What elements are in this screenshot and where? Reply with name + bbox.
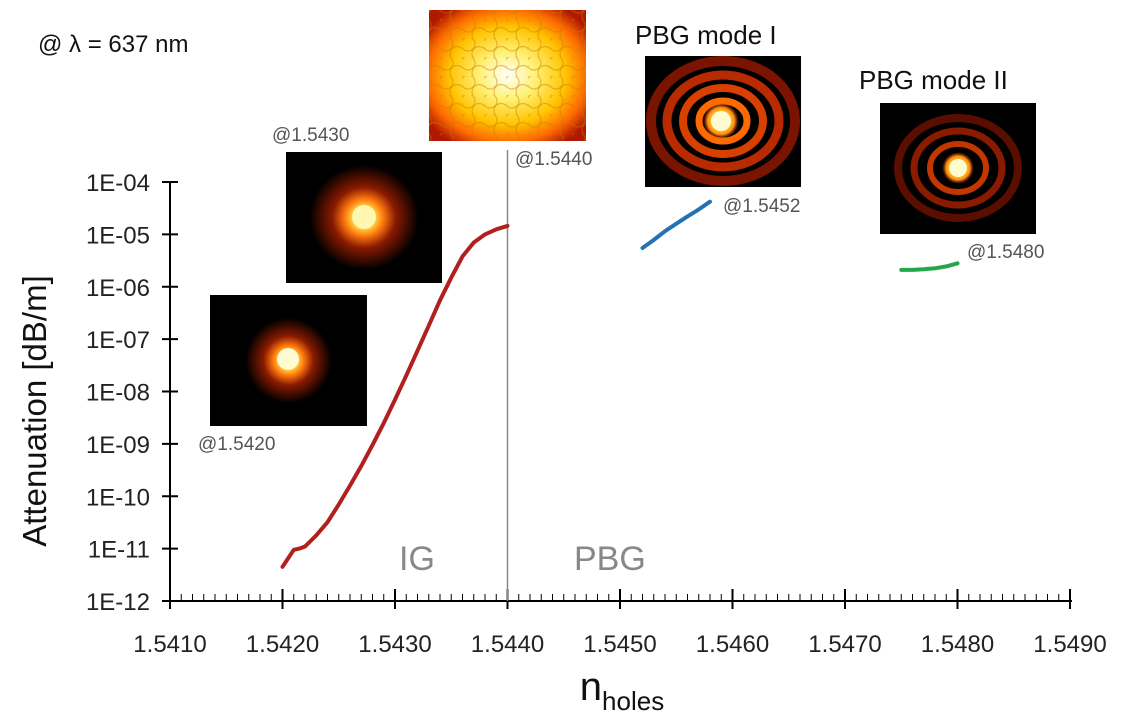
x-tick-label: 1.5410 <box>133 631 206 658</box>
x-tick-label: 1.5430 <box>358 631 431 658</box>
mode-image-1544 <box>429 10 586 141</box>
x-tick-label: 1.5440 <box>471 631 544 658</box>
x-tick-label: 1.5450 <box>583 631 656 658</box>
mode-label-1542: @1.5420 <box>198 434 275 455</box>
y-tick-label: 1E-07 <box>86 327 150 354</box>
x-axis-ticks: 1.5410 1.5420 1.5430 1.5440 1.5450 1.5460 1.54… <box>133 589 1107 658</box>
mode-image-15452 <box>645 56 801 187</box>
x-tick-label: 1.5460 <box>696 631 769 658</box>
x-axis-title-main: n <box>580 665 602 709</box>
mode-image-1548 <box>880 103 1036 234</box>
y-tick-label: 1E-06 <box>86 275 150 302</box>
x-axis-title: nholes <box>580 665 664 716</box>
y-axis-title: Attenuation [dB/m] <box>16 275 53 547</box>
region-label-ig: IG <box>399 540 435 578</box>
x-tick-label: 1.5490 <box>1033 631 1106 658</box>
y-tick-label: 1E-10 <box>86 484 150 511</box>
y-axis-ticks: 1E-04 1E-05 1E-06 1E-07 1E-08 1E-09 1E-10 1E-11… <box>86 170 178 616</box>
y-tick-label: 1E-05 <box>86 222 150 249</box>
mode-image-1542 <box>210 295 367 426</box>
series-line-1 <box>280 223 510 569</box>
series-layer <box>280 199 960 569</box>
y-tick-label: 1E-12 <box>86 589 150 616</box>
y-tick-label: 1E-09 <box>86 432 150 459</box>
x-axis-title-sub: holes <box>602 686 664 716</box>
series-line-3 <box>899 261 960 272</box>
series-line-2 <box>640 199 712 250</box>
mode-label-1543: @1.5430 <box>272 125 349 146</box>
region-label-pbg: PBG <box>574 540 646 578</box>
x-tick-label: 1.5470 <box>808 631 881 658</box>
mode-label-15452: @1.5452 <box>723 196 800 217</box>
y-tick-label: 1E-08 <box>86 380 150 407</box>
wavelength-note: @ λ = 637 nm <box>38 31 188 58</box>
mode2-title: PBG mode II <box>859 65 1008 95</box>
y-tick-label: 1E-04 <box>86 170 150 197</box>
mode-label-1544: @1.5440 <box>515 149 592 170</box>
y-tick-label: 1E-11 <box>88 537 150 564</box>
mode1-title: PBG mode I <box>635 20 777 50</box>
mode-label-1548: @1.5480 <box>967 242 1044 263</box>
x-tick-label: 1.5420 <box>246 631 319 658</box>
mode-image-1543 <box>286 152 442 283</box>
x-tick-label: 1.5480 <box>921 631 994 658</box>
